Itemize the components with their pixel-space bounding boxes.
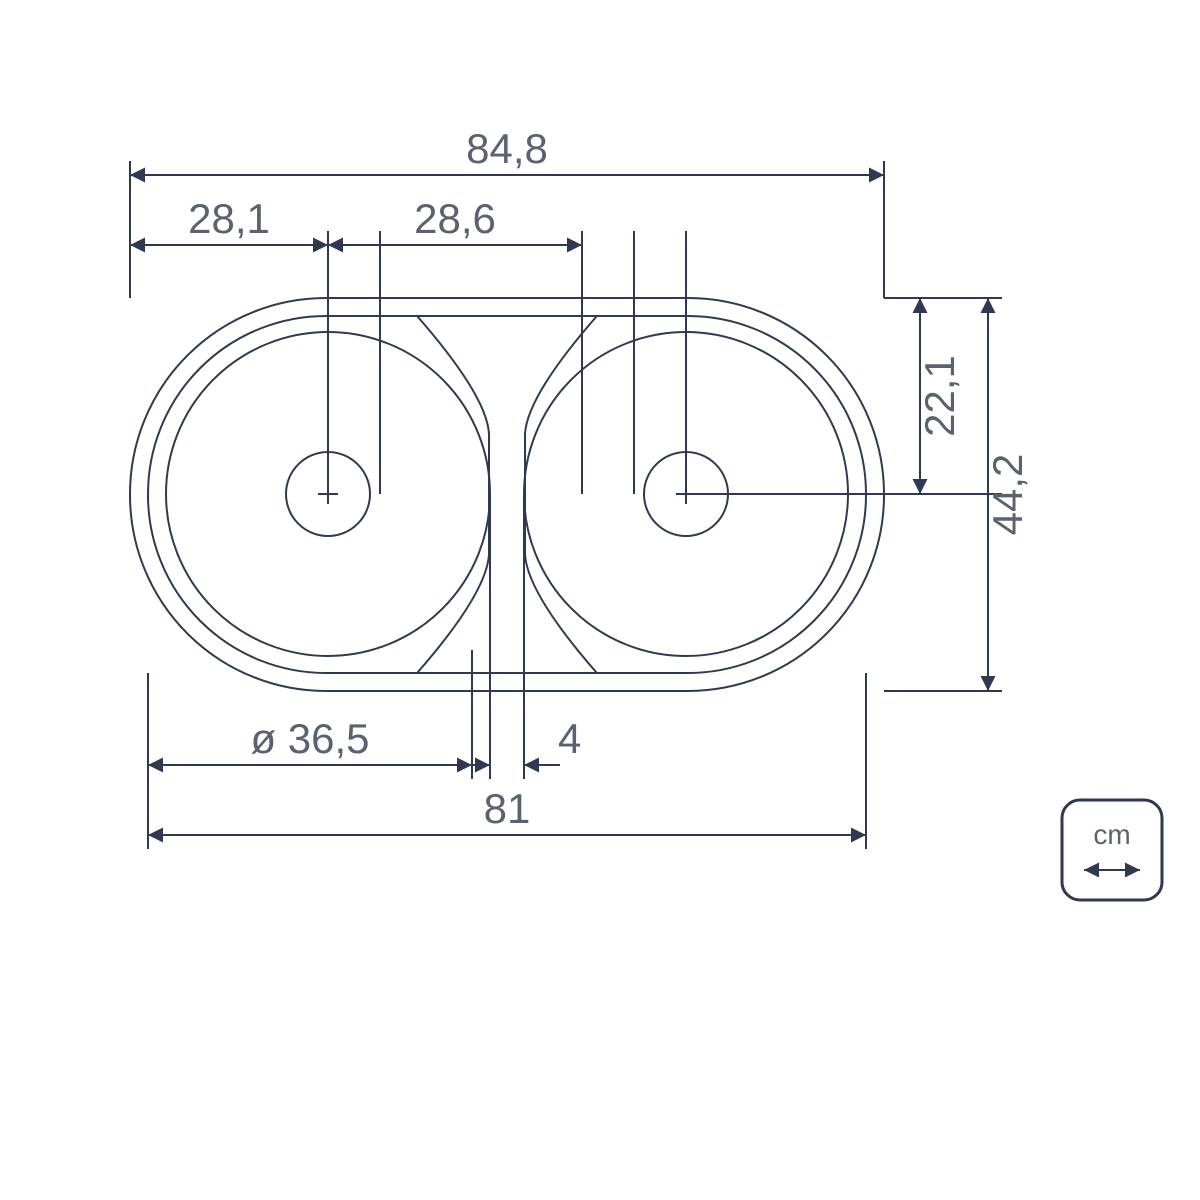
unit-label: cm xyxy=(1093,819,1130,850)
unit-badge-layer: cm xyxy=(0,0,1200,1200)
unit-badge xyxy=(1062,800,1162,900)
